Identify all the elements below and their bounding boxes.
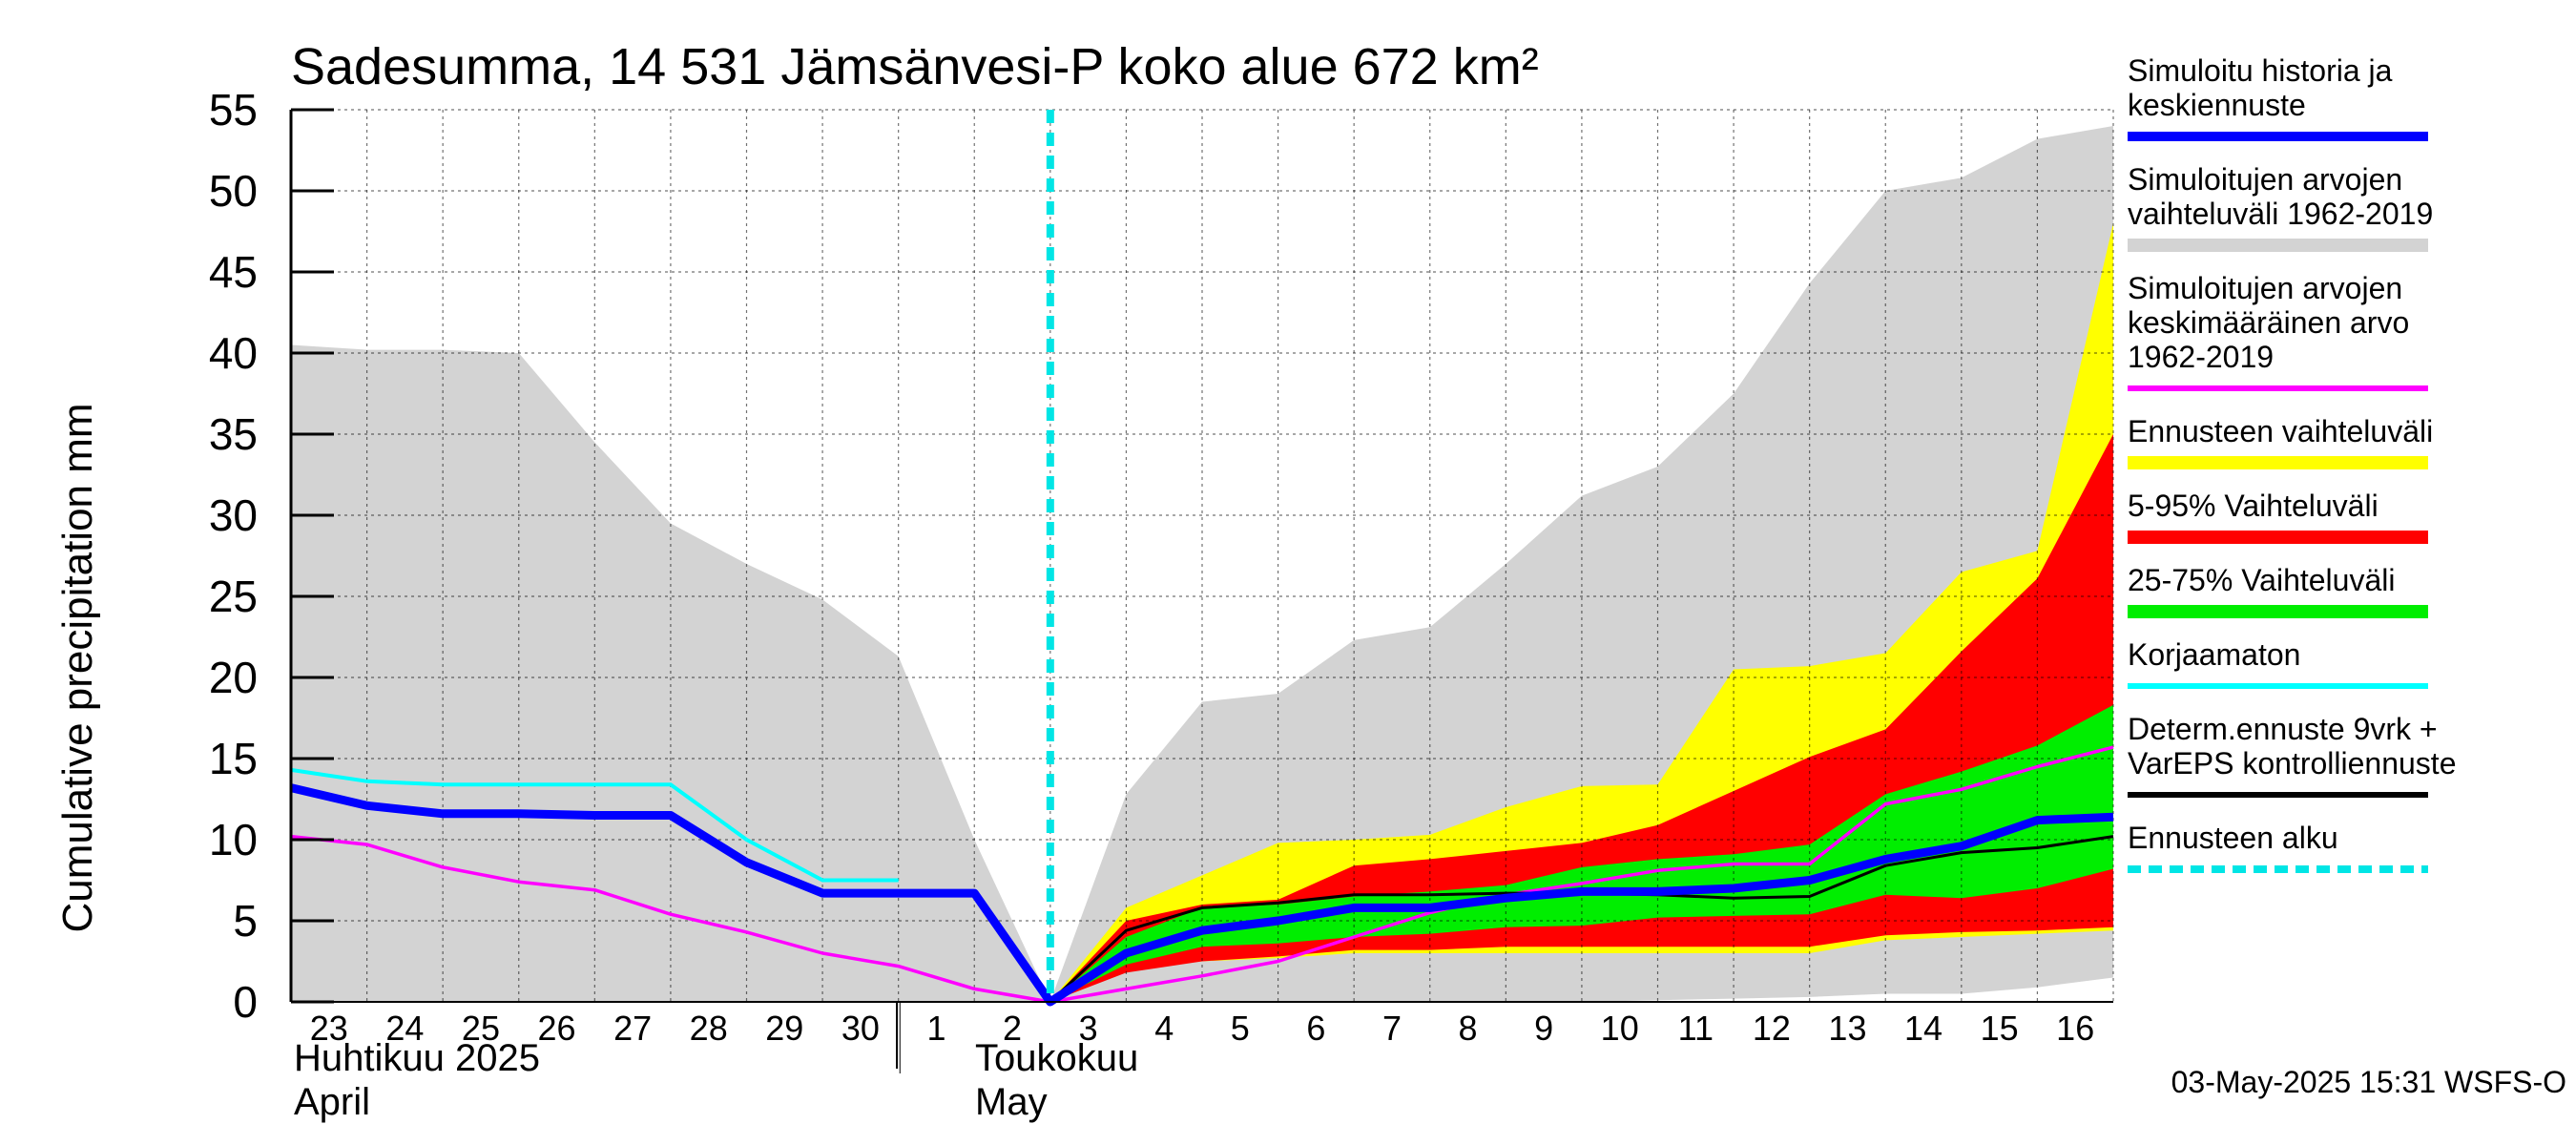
- y-tick-label: 25: [209, 572, 258, 621]
- month-label-april-fi: Huhtikuu 2025: [294, 1037, 540, 1079]
- month-label-april-en: April: [294, 1081, 370, 1123]
- y-tick-label: 30: [209, 490, 258, 540]
- p25-p75-band: [1049, 704, 2113, 1002]
- legend-label: Simuloitu historia ja: [2128, 53, 2393, 88]
- month-label-may-fi: Toukokuu: [975, 1037, 1138, 1079]
- x-tick-label: 6: [1306, 1009, 1325, 1048]
- legend-label: Determ.ennuste 9vrk +: [2128, 712, 2438, 746]
- x-tick-label: 30: [841, 1009, 880, 1048]
- legend-label: 1962-2019: [2128, 340, 2274, 374]
- x-tick-label: 11: [1678, 1009, 1714, 1048]
- y-tick-label: 35: [209, 409, 258, 459]
- y-tick-label: 50: [209, 166, 258, 216]
- x-tick-label: 4: [1154, 1009, 1174, 1048]
- x-tick-label: 9: [1534, 1009, 1553, 1048]
- y-tick-label: 5: [233, 896, 258, 946]
- x-tick-label: 12: [1753, 1009, 1791, 1048]
- month-labels: Huhtikuu 2025 April Toukokuu May: [294, 1037, 1138, 1123]
- x-tick-label: 16: [2056, 1009, 2094, 1048]
- legend-label: 25-75% Vaihteluväli: [2128, 563, 2395, 597]
- y-axis-label: Cumulative precipitation mm: [54, 403, 101, 932]
- legend-label: Ennusteen vaihteluväli: [2128, 414, 2433, 448]
- y-tick-label: 20: [209, 653, 258, 702]
- x-tick-label: 25: [462, 1009, 500, 1048]
- x-tick-label: 1: [926, 1009, 945, 1048]
- x-tick-label: 5: [1231, 1009, 1250, 1048]
- legend-label: Simuloitujen arvojen: [2128, 162, 2402, 197]
- legend-label: 5-95% Vaihteluväli: [2128, 489, 2379, 523]
- y-tick-label: 40: [209, 328, 258, 378]
- legend-label: Simuloitujen arvojen: [2128, 271, 2402, 305]
- legend-label: vaihteluväli 1962-2019: [2128, 197, 2433, 231]
- history-median-line: [289, 783, 2114, 1007]
- x-tick-label: 8: [1459, 1009, 1478, 1048]
- x-tick-label: 7: [1382, 1009, 1402, 1048]
- x-tick-label: 10: [1601, 1009, 1639, 1048]
- legend-label: keskimääräinen arvo: [2128, 305, 2409, 340]
- y-tick-label: 10: [209, 815, 258, 864]
- y-tick-label: 55: [209, 85, 258, 135]
- plot-area: [289, 109, 2114, 1007]
- x-tick-label: 13: [1828, 1009, 1866, 1048]
- footer-timestamp: 03-May-2025 15:31 WSFS-O: [2171, 1065, 2566, 1099]
- y-tick-label: 0: [233, 977, 258, 1027]
- x-tick-label: 3: [1079, 1009, 1098, 1048]
- x-tick-label: 28: [690, 1009, 728, 1048]
- x-tick-label: 23: [310, 1009, 348, 1048]
- legend-label: VarEPS kontrolliennuste: [2128, 746, 2456, 781]
- x-tick-label: 26: [538, 1009, 576, 1048]
- legend-label: keskiennuste: [2128, 88, 2306, 122]
- month-label-may-en: May: [975, 1081, 1048, 1123]
- y-tick-label: 15: [209, 734, 258, 783]
- x-tick-label: 29: [765, 1009, 803, 1048]
- y-tick-label: 45: [209, 247, 258, 297]
- sim-mean-line: [290, 745, 2114, 1004]
- sim-range-band: [291, 126, 2113, 1002]
- legend-label: Korjaamaton: [2128, 637, 2300, 672]
- legend-label: Ennusteen alku: [2128, 821, 2338, 855]
- x-tick-label: 27: [613, 1009, 652, 1048]
- chart-title: Sadesumma, 14 531 Jämsänvesi-P koko alue…: [291, 38, 1539, 95]
- uncorrected-line: [290, 767, 899, 883]
- x-tick-label: 14: [1904, 1009, 1942, 1048]
- x-tick-label: 24: [385, 1009, 424, 1048]
- x-tick-label: 15: [1981, 1009, 2019, 1048]
- x-tick-label: 2: [1003, 1009, 1022, 1048]
